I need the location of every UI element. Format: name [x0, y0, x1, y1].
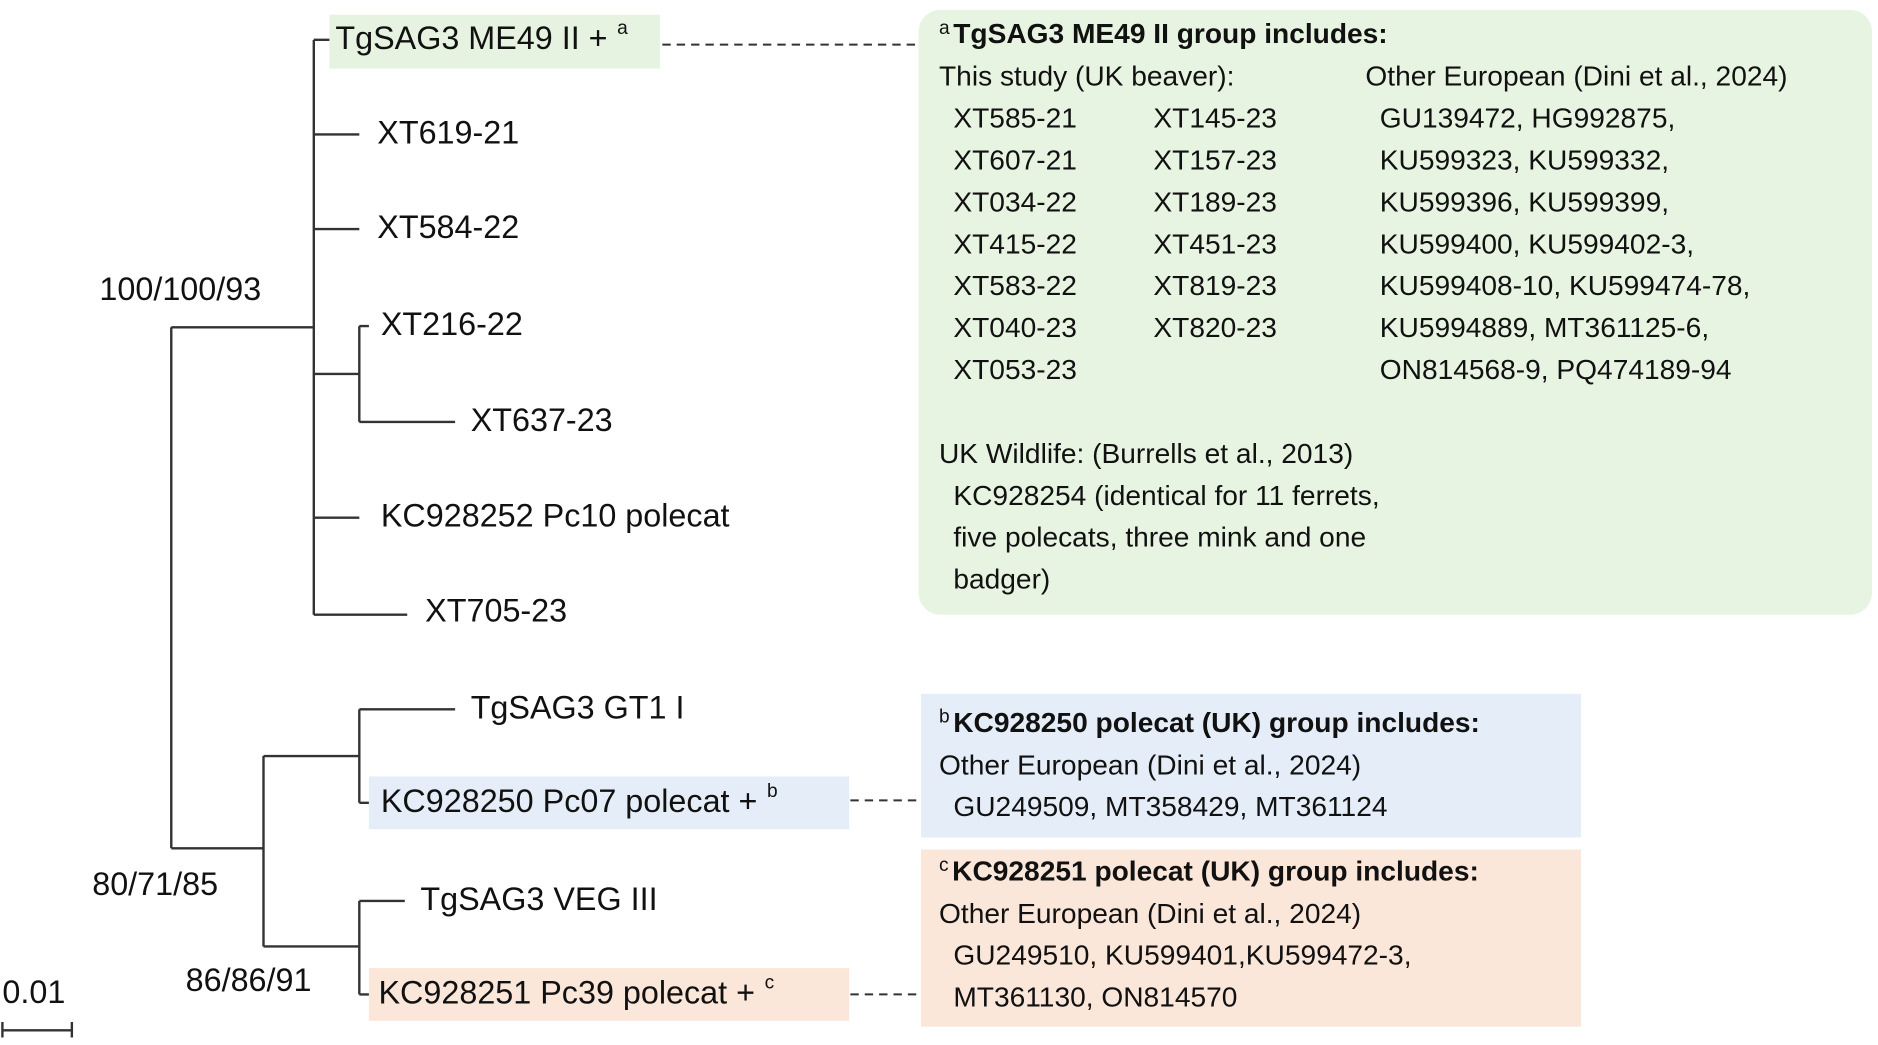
leaf-label: XT705-23: [425, 592, 567, 628]
leaf-label: XT637-23: [471, 401, 613, 437]
note-item: XT585-21: [953, 103, 1077, 134]
note-item: five polecats, three mink and one: [953, 522, 1366, 553]
support-value: 80/71/85: [92, 866, 218, 902]
note-heading: This study (UK beaver):: [939, 61, 1234, 92]
note-title: a TgSAG3 ME49 II group includes:: [939, 18, 1388, 50]
note-title-text: TgSAG3 ME49 II group includes:: [953, 19, 1387, 50]
note-item: ON814568-9, PQ474189-94: [1380, 354, 1732, 385]
note-item: GU249510, KU599401,KU599472-3,: [953, 940, 1411, 971]
leaf-label: XT619-21: [377, 114, 519, 150]
note-heading: UK Wildlife: (Burrells et al., 2013): [939, 438, 1353, 469]
leaf-highlight: [368, 776, 850, 830]
leaf-label: TgSAG3 ME49 II + a: [335, 18, 628, 55]
note-title: b KC928250 polecat (UK) group includes:: [939, 707, 1480, 739]
note-box: [918, 9, 1873, 615]
note-item: KU599400, KU599402-3,: [1380, 228, 1694, 259]
leaf-superscript: a: [617, 18, 628, 39]
leaf-label: KC928251 Pc39 polecat + c: [378, 973, 774, 1010]
note-item: XT157-23: [1153, 144, 1277, 175]
note-box: [921, 693, 1581, 838]
scale-label: 0.01: [2, 974, 65, 1010]
note-marker: a: [939, 18, 950, 39]
leaf-label: KC928252 Pc10 polecat: [381, 497, 730, 533]
note-item: XT034-22: [953, 186, 1077, 217]
note-box: [921, 849, 1581, 1027]
note-item: XT053-23: [953, 354, 1077, 385]
leaf-label: TgSAG3 VEG III: [420, 881, 657, 917]
note-item: KU5994889, MT361125-6,: [1380, 312, 1709, 343]
note-item: XT583-22: [953, 270, 1077, 301]
note-item: badger): [953, 564, 1050, 595]
leaf-highlight: [329, 14, 660, 69]
note-item: KU599323, KU599332,: [1380, 144, 1669, 175]
note-item: XT040-23: [953, 312, 1077, 343]
note-marker: c: [939, 855, 949, 876]
note-item: KU599408-10, KU599474-78,: [1380, 270, 1751, 301]
leaf-name: TgSAG3 ME49 II +: [335, 19, 607, 55]
leaf-name: KC928250 Pc07 polecat +: [381, 782, 758, 818]
leaf-name: XT705-23: [425, 592, 567, 628]
leaf-name: KC928251 Pc39 polecat +: [378, 974, 755, 1010]
leaf-name: XT619-21: [377, 114, 519, 150]
note-title: c KC928251 polecat (UK) group includes:: [939, 855, 1479, 887]
note-marker: b: [939, 707, 950, 728]
note-item: XT819-23: [1153, 270, 1277, 301]
support-value: 100/100/93: [99, 271, 261, 307]
leaf-name: XT216-22: [381, 306, 523, 342]
support-value: 86/86/91: [186, 962, 312, 998]
note-item: KC928254 (identical for 11 ferrets,: [953, 480, 1379, 511]
leaf-highlight: [368, 968, 850, 1021]
note-item: MT361130, ON814570: [953, 982, 1237, 1013]
note-title-text: KC928250 polecat (UK) group includes:: [953, 707, 1480, 738]
note-item: GU249509, MT358429, MT361124: [953, 791, 1387, 822]
leaf-label: TgSAG3 GT1 I: [471, 689, 685, 725]
leaf-superscript: c: [765, 973, 775, 994]
note-item: XT145-23: [1153, 103, 1277, 134]
note-item: GU139472, HG992875,: [1380, 103, 1676, 134]
note-item: KU599396, KU599399,: [1380, 186, 1669, 217]
note-item: XT607-21: [953, 144, 1077, 175]
leaf-label: XT584-22: [377, 209, 519, 245]
leaf-label: KC928250 Pc07 polecat + b: [381, 781, 778, 818]
leaf-label: XT216-22: [381, 306, 523, 342]
note-item: XT189-23: [1153, 186, 1277, 217]
leaf-superscript: b: [767, 781, 778, 802]
leaf-name: KC928252 Pc10 polecat: [381, 497, 730, 533]
note-item: XT820-23: [1153, 312, 1277, 343]
note-item: XT451-23: [1153, 228, 1277, 259]
tree-branches: [1, 38, 456, 1038]
note-item: XT415-22: [953, 228, 1077, 259]
note-heading: Other European (Dini et al., 2024): [939, 749, 1361, 780]
leaf-name: XT584-22: [377, 209, 519, 245]
leaf-name: XT637-23: [471, 401, 613, 437]
note-title-text: KC928251 polecat (UK) group includes:: [952, 856, 1479, 887]
note-heading: Other European (Dini et al., 2024): [939, 898, 1361, 929]
leaf-name: TgSAG3 VEG III: [420, 881, 657, 917]
leaf-name: TgSAG3 GT1 I: [471, 689, 685, 725]
note-heading: Other European (Dini et al., 2024): [1365, 61, 1787, 92]
